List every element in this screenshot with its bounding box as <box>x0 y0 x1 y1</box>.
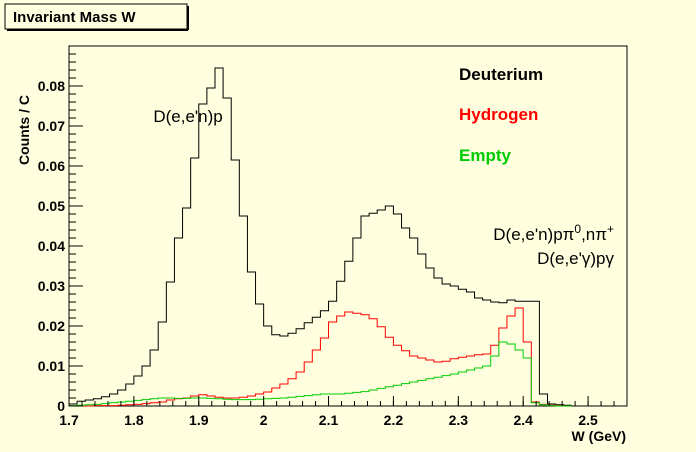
y-tick-label: 0.08 <box>38 78 65 94</box>
x-axis-title: W (GeV) <box>572 428 626 444</box>
y-tick-label: 0 <box>57 398 65 414</box>
x-tick-label: 2.2 <box>384 412 404 428</box>
x-tick-label: 2 <box>260 412 268 428</box>
axis-layer: 1.7 1.8 1.9 2 2.1 2.2 2.3 2.4 2.5 0 0.01 0.02 0.03 0.… <box>38 45 628 428</box>
title-box <box>4 3 188 30</box>
y-tick-label: 0.02 <box>38 318 65 334</box>
y-tick-label: 0.06 <box>38 158 65 174</box>
y-tick-label: 0.01 <box>38 358 65 374</box>
annotation-0: D(e,e'n)p <box>153 107 222 126</box>
x-tick-label: 2.4 <box>513 412 533 428</box>
y-tick-label: 0.04 <box>38 238 65 254</box>
x-tick-label: 1.8 <box>124 412 144 428</box>
series-line-hydrogen <box>69 307 572 407</box>
annotation-1: D(e,e'n)pπ0,nπ+ <box>493 222 614 244</box>
x-tick-label: 1.7 <box>59 412 79 428</box>
x-tick-label: 2.5 <box>578 412 598 428</box>
y-axis-title: Counts / C <box>16 95 32 165</box>
x-tick-label: 2.1 <box>319 412 339 428</box>
chart-title: Invariant Mass W <box>13 9 136 26</box>
x-tick-label: 1.9 <box>189 412 209 428</box>
series-line-empty <box>69 341 572 407</box>
annotation-layer: D(e,e'n)p D(e,e'n)pπ0,nπ+ D(e,e'γ)pγ <box>153 107 614 268</box>
y-tick-label: 0.07 <box>38 118 65 134</box>
annotation-2: D(e,e'γ)pγ <box>537 249 614 268</box>
series-line-deuterium <box>69 67 572 406</box>
y-tick-label: 0.03 <box>38 278 65 294</box>
series-layer <box>69 67 572 407</box>
legend-hydrogen: Hydrogen <box>459 105 538 124</box>
legend-deuterium: Deuterium <box>459 65 543 84</box>
x-tick-label: 2.3 <box>449 412 469 428</box>
legend-empty: Empty <box>459 146 512 165</box>
plot-frame <box>68 45 628 407</box>
y-tick-label: 0.05 <box>38 198 65 214</box>
